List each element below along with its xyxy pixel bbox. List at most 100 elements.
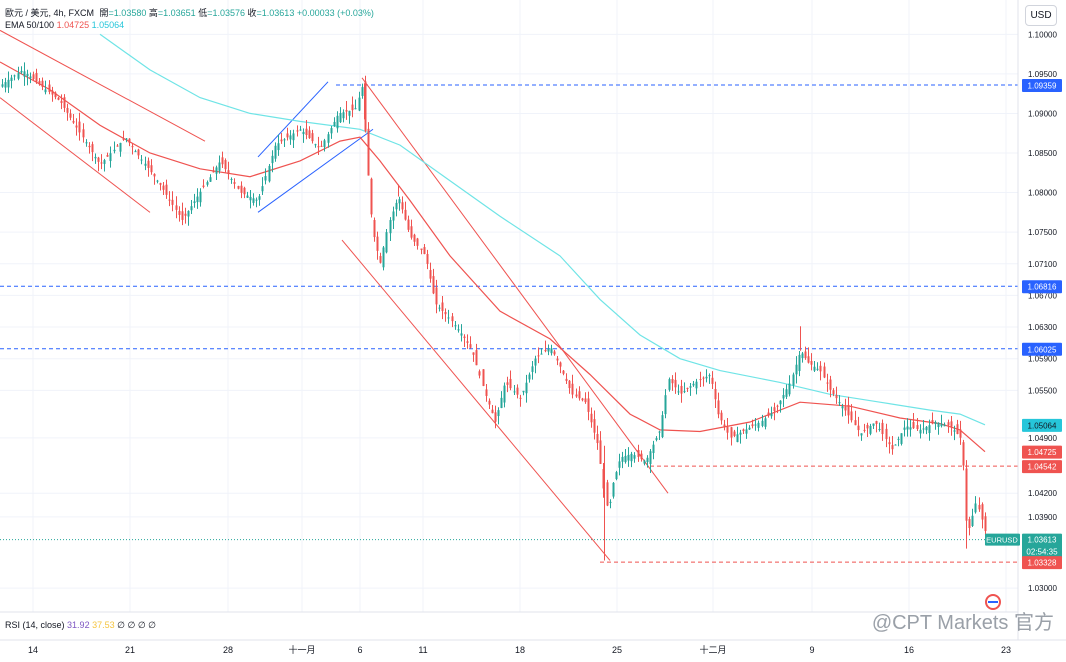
candle-body — [575, 394, 578, 397]
candle-body — [640, 453, 643, 459]
rsi-label: RSI (14, close) — [5, 620, 65, 630]
candle-body — [891, 445, 894, 450]
candle-body — [482, 369, 485, 386]
candle-body — [776, 405, 779, 407]
candle-body — [863, 429, 866, 431]
candle-body — [159, 183, 162, 185]
candle-body — [956, 424, 959, 435]
candle-body — [376, 236, 379, 251]
candle-body — [866, 424, 869, 429]
candle-body — [730, 427, 733, 438]
candle-body — [364, 81, 367, 132]
candle-body — [323, 140, 326, 147]
candle-body — [540, 353, 543, 355]
symbol-title[interactable]: 歐元 / 美元, 4h, FXCM — [5, 8, 95, 18]
candle-body — [674, 379, 677, 388]
candle-body — [134, 151, 137, 153]
candle-body — [562, 370, 565, 374]
candle-body — [38, 81, 41, 85]
candle-body — [29, 76, 32, 78]
candle-body — [299, 129, 302, 131]
candle-body — [230, 178, 233, 180]
candle-body — [72, 121, 75, 123]
x-tick-label: 18 — [515, 645, 525, 655]
candle-body — [395, 202, 398, 210]
candle-body — [516, 387, 519, 395]
x-axis-ticks: 14 21 28 十一月 6 11 18 25 十二月 9 16 23 — [28, 644, 1011, 655]
candle-body — [137, 149, 140, 156]
candle-body — [699, 379, 702, 381]
candle-body — [128, 138, 131, 143]
candle-body — [7, 79, 10, 88]
candle-body — [432, 276, 435, 294]
candle-body — [714, 388, 717, 400]
candle-body — [686, 387, 689, 389]
x-tick-label: 28 — [223, 645, 233, 655]
x-tick-label: 25 — [612, 645, 622, 655]
rsi-value-2: 37.53 — [92, 620, 115, 630]
candle-body — [553, 351, 556, 355]
flag-icon — [985, 594, 1001, 610]
candle-body — [224, 160, 227, 170]
candle-body — [20, 70, 23, 73]
ema-legend[interactable]: EMA 50/100 1.04725 1.05064 — [5, 20, 124, 30]
candle-body — [742, 429, 745, 432]
trend-line — [257, 81, 329, 158]
close-value: =1.03613 — [256, 8, 295, 18]
price-label-text: 1.04725 — [1028, 448, 1057, 457]
candle-body — [683, 391, 686, 393]
y-tick-label: 1.06700 — [1028, 291, 1057, 300]
candle-body — [503, 385, 506, 403]
ema50-path — [0, 61, 986, 453]
candle-body — [500, 397, 503, 409]
candle-body — [78, 121, 81, 133]
close-label: 收 — [247, 8, 257, 18]
currency-button[interactable]: USD — [1025, 5, 1057, 26]
candle-body — [491, 409, 494, 414]
candle-body — [943, 424, 946, 427]
candle-body — [847, 404, 850, 416]
candle-body — [655, 438, 658, 440]
x-tick-label: 14 — [28, 645, 38, 655]
candle-body — [354, 108, 357, 110]
rsi-value-1: 31.92 — [67, 620, 90, 630]
candle-body — [370, 178, 373, 215]
candle-body — [637, 450, 640, 457]
candle-body — [720, 412, 723, 421]
candle-body — [751, 424, 754, 427]
candle-body — [240, 185, 243, 193]
candle-body — [922, 428, 925, 430]
candle-body — [627, 454, 630, 461]
candle-body — [252, 198, 255, 203]
candle-body — [984, 516, 987, 532]
candle-body — [903, 427, 906, 430]
candle-body — [959, 429, 962, 438]
candle-body — [522, 390, 525, 393]
change-value: +0.00033 (+0.03%) — [296, 8, 374, 18]
candle-body — [429, 270, 432, 279]
candle-body — [165, 184, 168, 195]
candle-body — [664, 395, 667, 415]
candle-body — [798, 354, 801, 371]
candle-body — [779, 400, 782, 405]
candle-body — [367, 128, 370, 176]
candle-body — [466, 341, 469, 343]
candle-body — [88, 145, 91, 148]
price-label-text: 1.09359 — [1028, 82, 1057, 91]
candle-body — [506, 382, 509, 385]
candle-body — [209, 177, 212, 182]
candle-body — [723, 424, 726, 427]
candle-body — [351, 104, 354, 111]
candle-body — [249, 196, 252, 201]
candle-body — [63, 97, 66, 108]
candle-body — [401, 202, 404, 210]
candle-body — [221, 157, 224, 165]
candle-body — [44, 89, 47, 93]
candle-body — [606, 482, 609, 506]
candle-body — [906, 426, 909, 430]
rsi-legend[interactable]: RSI (14, close) 31.92 37.53 ∅ ∅ ∅ ∅ — [5, 620, 156, 631]
candle-body — [255, 199, 258, 201]
candle-body — [407, 219, 410, 230]
candle-body — [286, 133, 289, 138]
